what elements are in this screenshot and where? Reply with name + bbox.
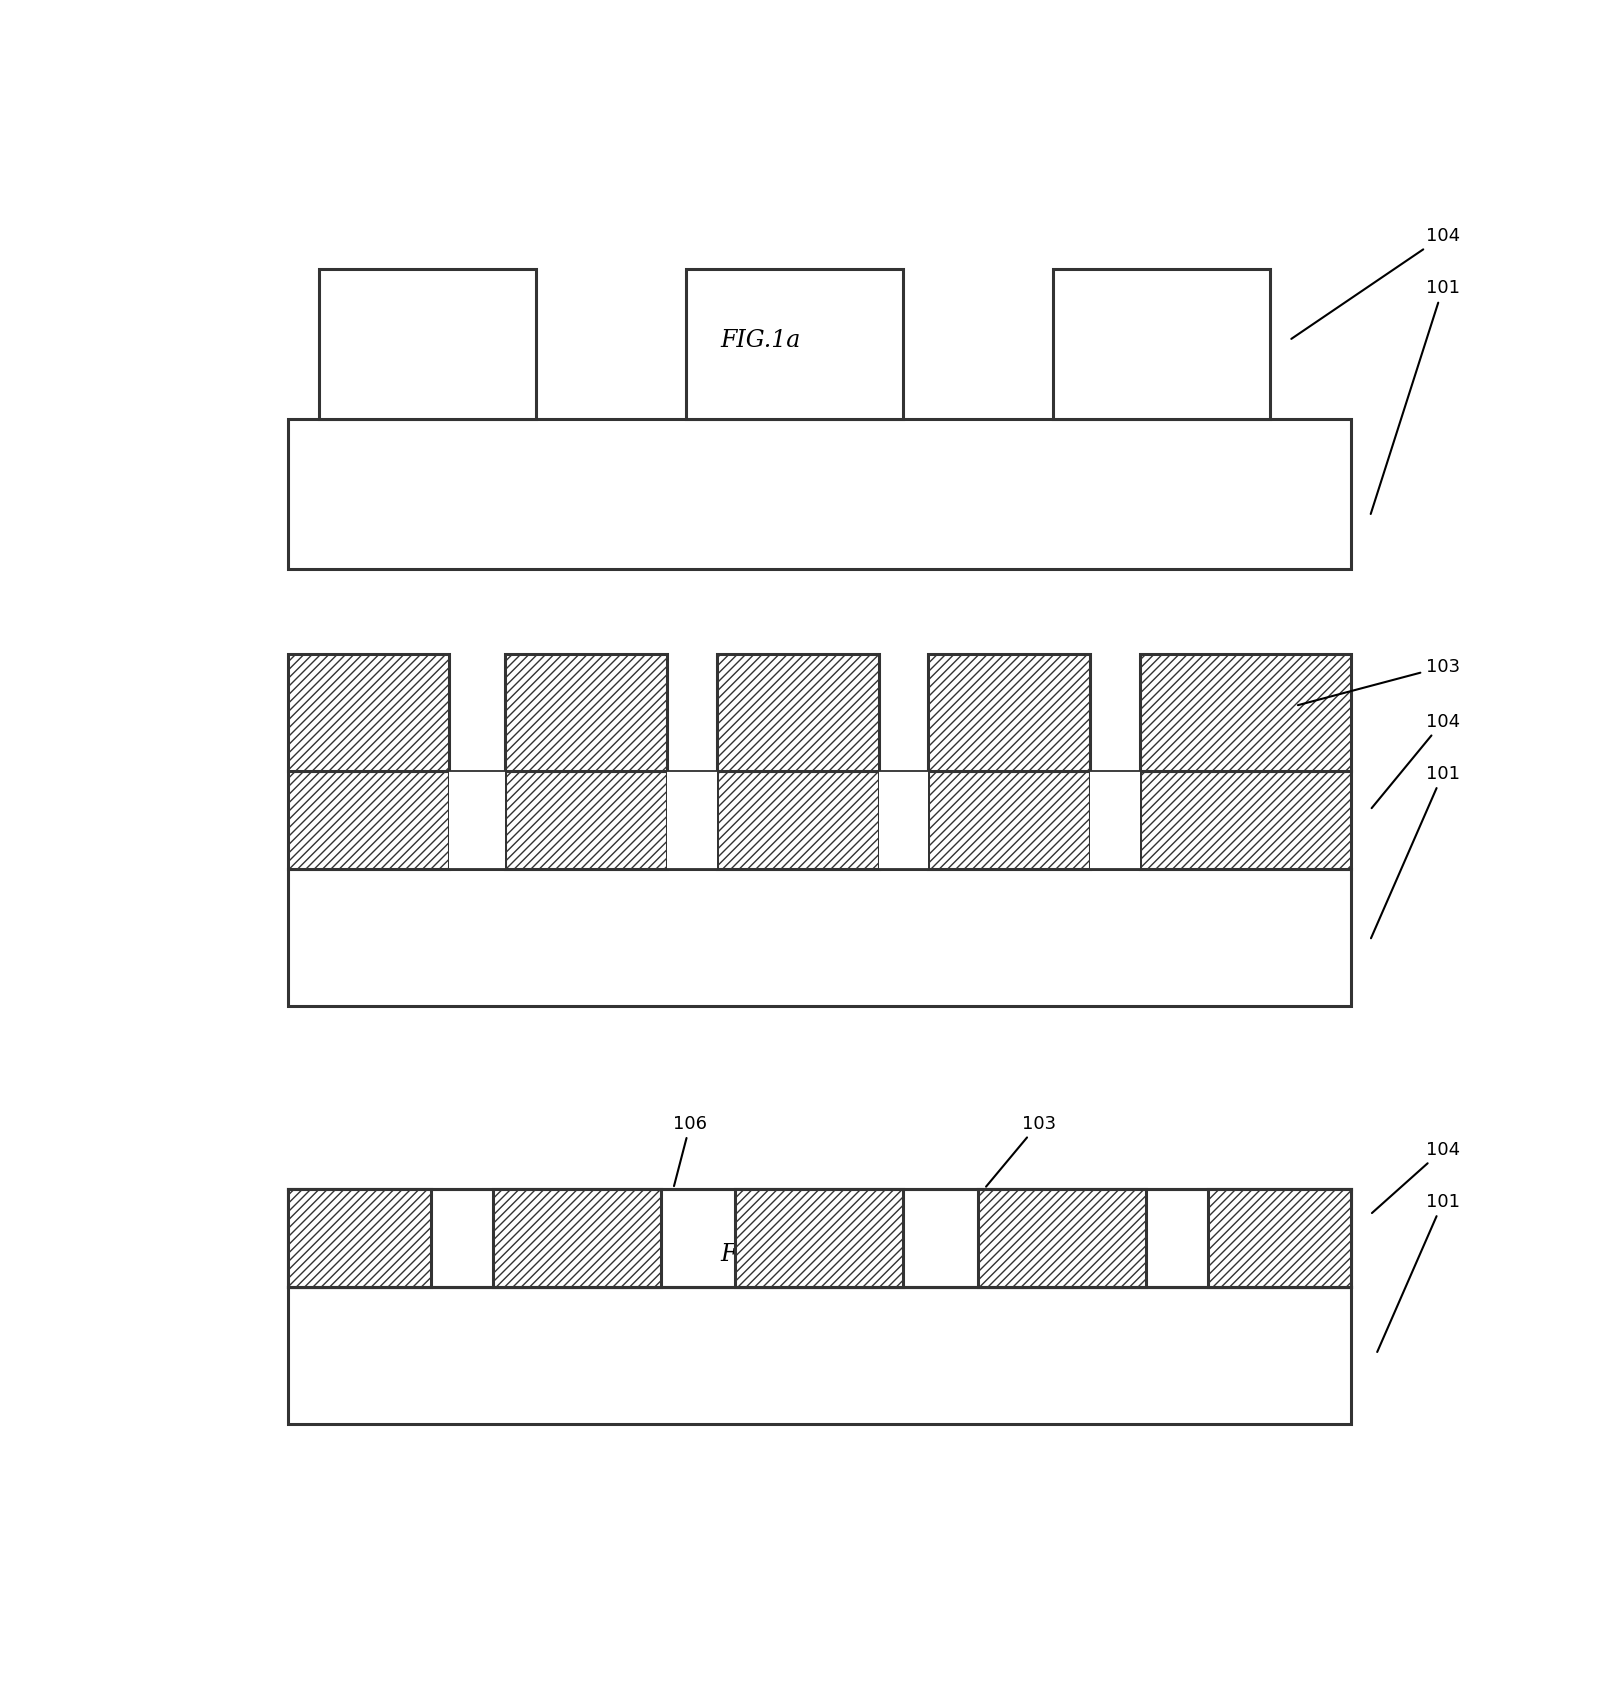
Bar — [506, 771, 668, 870]
Bar — [717, 771, 878, 870]
Bar — [1053, 270, 1271, 419]
Text: FIG.1b: FIG.1b — [719, 780, 801, 802]
Bar — [287, 1287, 1351, 1424]
Bar — [506, 654, 668, 771]
Bar — [928, 771, 1090, 870]
Bar — [287, 771, 449, 870]
Text: 103: 103 — [985, 1115, 1056, 1186]
Bar — [878, 771, 928, 870]
Bar — [319, 270, 536, 419]
Text: 104: 104 — [1292, 227, 1461, 339]
Bar — [449, 771, 506, 870]
Text: FIG.1a: FIG.1a — [721, 329, 801, 353]
Bar — [1209, 1188, 1351, 1287]
Bar — [287, 1188, 430, 1287]
Bar — [928, 654, 1090, 771]
Bar — [1090, 771, 1140, 870]
Bar — [685, 270, 904, 419]
Bar — [287, 654, 449, 771]
Text: 104: 104 — [1372, 712, 1461, 809]
Bar — [287, 870, 1351, 1007]
Text: 101: 101 — [1377, 1193, 1461, 1353]
Bar — [668, 771, 717, 870]
Bar — [287, 1188, 1351, 1287]
Bar — [717, 654, 878, 771]
Bar — [287, 419, 1351, 570]
Bar — [977, 1188, 1146, 1287]
Text: 101: 101 — [1371, 764, 1461, 939]
Bar — [1140, 654, 1351, 771]
Text: 106: 106 — [674, 1115, 708, 1186]
Text: 103: 103 — [1298, 658, 1461, 705]
Bar — [735, 1188, 904, 1287]
Bar — [1140, 771, 1351, 870]
Text: 104: 104 — [1372, 1141, 1461, 1214]
Text: 101: 101 — [1371, 280, 1461, 514]
Text: FIG.1c: FIG.1c — [721, 1242, 801, 1266]
Bar — [493, 1188, 661, 1287]
